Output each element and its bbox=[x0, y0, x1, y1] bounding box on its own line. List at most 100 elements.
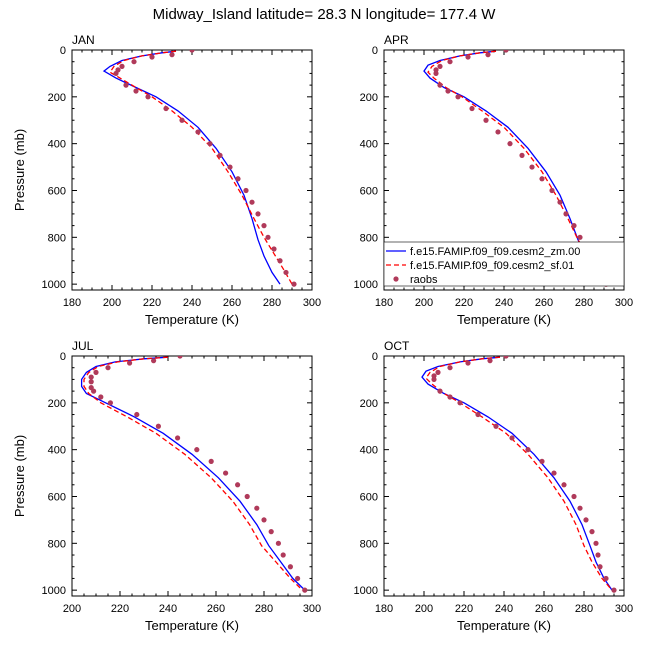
raobs-point bbox=[509, 435, 515, 441]
raobs-point bbox=[287, 564, 293, 570]
raobs-point bbox=[254, 505, 260, 511]
y-tick-label: 600 bbox=[360, 185, 378, 197]
raobs-point bbox=[127, 360, 133, 366]
raobs-point bbox=[261, 223, 267, 229]
raobs-point bbox=[268, 529, 274, 535]
legend-label: f.e15.FAMIP.f09_f09.cesm2_sf.01 bbox=[410, 260, 574, 272]
y-tick-label: 1000 bbox=[42, 585, 66, 597]
raobs-point bbox=[169, 52, 175, 58]
raobs-point bbox=[447, 394, 453, 400]
panel-title-oct: OCT bbox=[384, 339, 410, 353]
x-tick-label: 200 bbox=[63, 603, 81, 615]
raobs-point bbox=[195, 129, 201, 135]
raobs-point bbox=[487, 358, 493, 364]
x-tick-label: 280 bbox=[255, 603, 273, 615]
x-tick-label: 300 bbox=[615, 297, 633, 309]
y-tick-label: 200 bbox=[360, 398, 378, 410]
raobs-point bbox=[223, 470, 229, 476]
x-tick-label: 200 bbox=[103, 297, 121, 309]
x-tick-label: 200 bbox=[415, 603, 433, 615]
series-line-zm bbox=[80, 356, 306, 591]
raobs-point bbox=[577, 505, 583, 511]
raobs-point bbox=[529, 164, 535, 170]
raobs-point bbox=[163, 105, 169, 112]
x-tick-label: 220 bbox=[455, 297, 473, 309]
x-axis-label: Temperature (K) bbox=[457, 618, 551, 633]
plot-frame-jan bbox=[71, 49, 313, 291]
raobs-point bbox=[437, 82, 443, 88]
x-tick-label: 180 bbox=[375, 297, 393, 309]
y-tick-label: 1000 bbox=[354, 585, 378, 597]
x-tick-label: 240 bbox=[183, 297, 201, 309]
raobs-point bbox=[503, 50, 509, 53]
raobs-point bbox=[134, 411, 140, 418]
raobs-point bbox=[261, 517, 267, 523]
y-tick-label: 1000 bbox=[42, 279, 66, 291]
raobs-point bbox=[235, 482, 241, 488]
raobs-point bbox=[597, 564, 603, 570]
raobs-point bbox=[175, 435, 181, 441]
raobs-point bbox=[208, 458, 214, 464]
x-tick-label: 300 bbox=[303, 297, 321, 309]
raobs-point bbox=[91, 388, 97, 394]
series-group-jan bbox=[102, 50, 297, 287]
legend-marker-raobs bbox=[393, 276, 399, 282]
raobs-point bbox=[465, 360, 471, 366]
panel-title-apr: APR bbox=[384, 33, 409, 47]
legend-label: raobs bbox=[410, 274, 438, 286]
series-line-sf bbox=[83, 356, 303, 591]
raobs-point bbox=[133, 88, 139, 94]
y-tick-label: 0 bbox=[372, 351, 378, 363]
x-tick-label: 180 bbox=[63, 297, 81, 309]
raobs-point bbox=[519, 152, 525, 158]
raobs-point bbox=[525, 447, 531, 453]
x-tick-label: 260 bbox=[223, 297, 241, 309]
raobs-point bbox=[119, 63, 125, 69]
y-tick-label: 400 bbox=[360, 139, 378, 151]
y-axis-label: Pressure (mb) bbox=[12, 435, 27, 517]
raobs-point bbox=[455, 94, 461, 100]
y-axis-label: Pressure (mb) bbox=[12, 129, 27, 211]
x-tick-label: 260 bbox=[535, 603, 553, 615]
raobs-point bbox=[469, 105, 475, 112]
raobs-point bbox=[603, 575, 609, 582]
legend-label: f.e15.FAMIP.f09_f09.cesm2_zm.00 bbox=[410, 246, 580, 258]
raobs-point bbox=[265, 234, 271, 240]
raobs-point bbox=[227, 164, 233, 170]
y-tick-label: 0 bbox=[60, 45, 66, 57]
raobs-point bbox=[431, 376, 437, 383]
raobs-point bbox=[88, 374, 94, 380]
x-tick-label: 200 bbox=[415, 297, 433, 309]
raobs-point bbox=[539, 458, 545, 464]
y-tick-label: 800 bbox=[48, 538, 66, 550]
y-tick-label: 400 bbox=[48, 139, 66, 151]
x-tick-label: 280 bbox=[263, 297, 281, 309]
x-axis-label: Temperature (K) bbox=[145, 312, 239, 327]
raobs-point bbox=[302, 587, 308, 593]
raobs-point bbox=[107, 400, 113, 406]
x-tick-label: 300 bbox=[303, 603, 321, 615]
raobs-point bbox=[189, 50, 195, 53]
series-line-sf bbox=[425, 356, 613, 591]
x-axis-label: Temperature (K) bbox=[457, 312, 551, 327]
raobs-point bbox=[235, 176, 241, 182]
legend-entry: f.e15.FAMIP.f09_f09.cesm2_sf.01 bbox=[386, 260, 574, 272]
series-group-oct bbox=[421, 356, 617, 593]
raobs-point bbox=[123, 82, 129, 88]
raobs-point bbox=[98, 394, 104, 400]
x-tick-label: 180 bbox=[375, 603, 393, 615]
raobs-point bbox=[244, 493, 250, 500]
raobs-point bbox=[249, 199, 255, 205]
y-tick-label: 600 bbox=[48, 185, 66, 197]
raobs-point bbox=[457, 400, 463, 406]
x-tick-label: 280 bbox=[575, 603, 593, 615]
y-tick-label: 0 bbox=[60, 351, 66, 363]
plot-frame-oct bbox=[383, 355, 625, 597]
raobs-point bbox=[433, 70, 439, 77]
raobs-point bbox=[571, 223, 577, 229]
y-tick-label: 600 bbox=[48, 491, 66, 503]
raobs-point bbox=[595, 552, 601, 558]
raobs-point bbox=[295, 575, 301, 582]
panel-title-jan: JAN bbox=[72, 33, 95, 47]
